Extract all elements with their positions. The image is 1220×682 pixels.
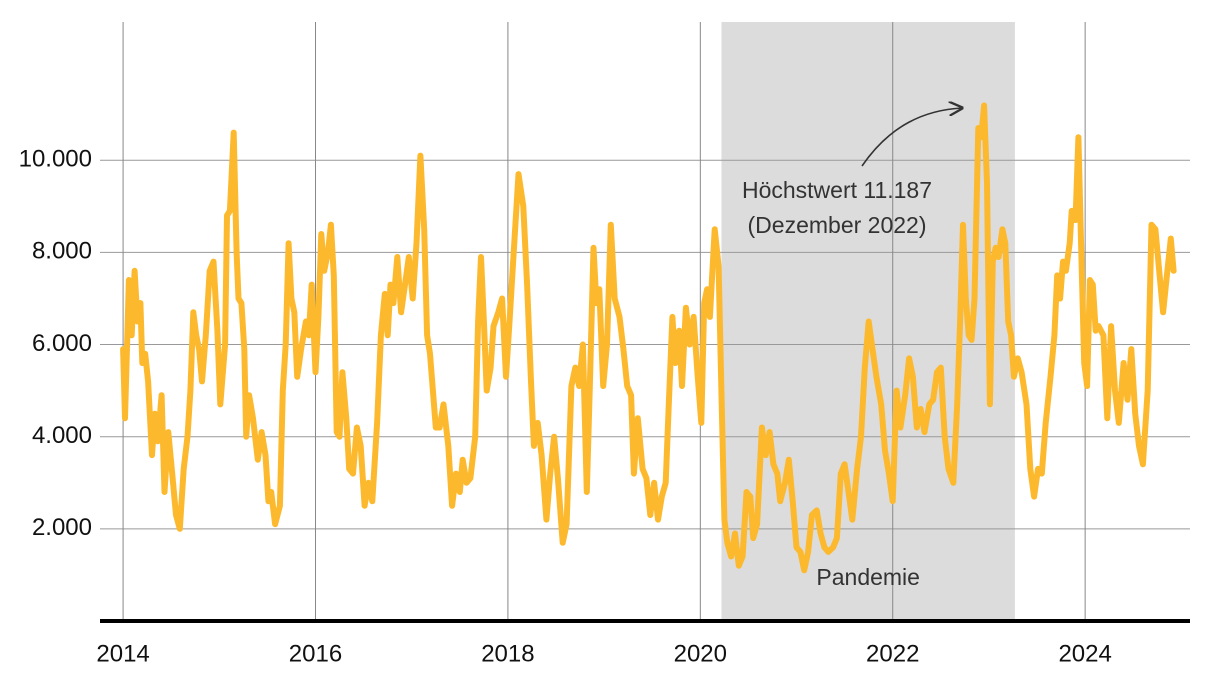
data-line — [120, 102, 1177, 574]
label-layer: Pandemie 2.000 4.000 6.000 8.000 10.000 2014 20… — [19, 146, 1112, 668]
shade-label: Pandemie — [816, 564, 920, 590]
annotation-line: Höchstwert 11.187 — [742, 177, 932, 203]
x-tick-label: 2022 — [866, 640, 919, 667]
line-layer — [120, 102, 1177, 574]
y-tick-label: 6.000 — [32, 330, 92, 357]
x-tick-label: 2018 — [481, 640, 534, 667]
annotation-arrow — [861, 108, 962, 167]
y-tick-label: 8.000 — [32, 238, 92, 265]
x-tick-label: 2020 — [674, 640, 727, 667]
grid-layer — [100, 22, 1190, 623]
annotation-line: (Dezember 2022) — [748, 212, 927, 238]
x-tick-label: 2024 — [1058, 640, 1111, 667]
y-tick-label: 10.000 — [19, 146, 92, 173]
x-tick-label: 2014 — [96, 640, 149, 667]
y-tick-label: 2.000 — [32, 514, 92, 541]
y-tick-label: 4.000 — [32, 422, 92, 449]
x-tick-label: 2016 — [289, 640, 342, 667]
